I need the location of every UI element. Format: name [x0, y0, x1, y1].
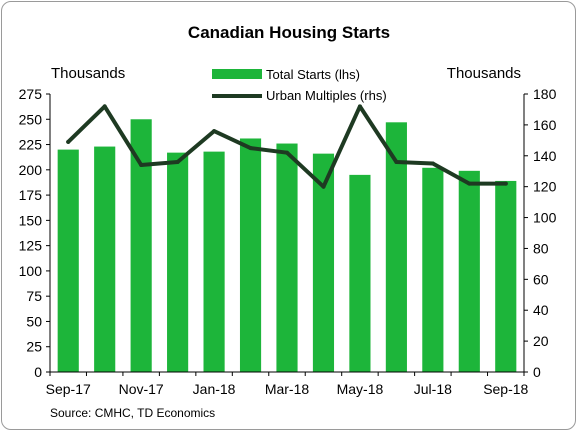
bar-Dec-17: [167, 152, 189, 372]
x-tick-label: Sep-17: [46, 381, 91, 397]
left-tick-label: 0: [34, 364, 42, 380]
left-tick-label: 100: [19, 263, 43, 279]
point-Aug-18: [467, 181, 472, 186]
chart-title: Canadian Housing Starts: [188, 23, 390, 42]
source-note: Source: CMHC, TD Economics: [50, 406, 215, 420]
point-Nov-17: [139, 163, 144, 168]
right-tick-label: 40: [533, 302, 549, 318]
bar-series-total-starts: [57, 119, 517, 373]
line-series-urban-multiples: [66, 104, 508, 189]
point-Dec-17: [175, 159, 180, 164]
bar-Apr-18: [312, 153, 335, 372]
bar-Mar-18: [276, 143, 298, 372]
point-Jul-18: [430, 161, 435, 166]
x-axis-ticks: Sep-17 Nov-17 Jan-18 Mar-18 May-18 Jul-18 Sep-…: [46, 372, 529, 397]
x-tick-label: Mar-18: [265, 381, 310, 397]
left-axis-unit: Thousands: [51, 65, 125, 82]
right-tick-label: 160: [533, 117, 557, 133]
right-axis-unit: Thousands: [447, 65, 521, 82]
right-tick-label: 0: [533, 364, 541, 380]
left-tick-label: 125: [19, 238, 43, 254]
bar-Nov-17: [130, 119, 152, 372]
bar-Sep-17: [57, 149, 79, 372]
point-Sep-17: [66, 139, 71, 144]
x-tick-label: Jan-18: [193, 381, 236, 397]
point-Apr-18: [321, 184, 326, 189]
x-tick-label: May-18: [337, 381, 384, 397]
legend-label-urban-multiples: Urban Multiples (rhs): [266, 88, 387, 103]
legend: Total Starts (lhs) Urban Multiples (rhs): [212, 67, 387, 103]
point-Jan-18: [212, 129, 217, 134]
bar-Feb-18: [239, 138, 262, 372]
x-tick-label: Sep-18: [483, 381, 528, 397]
right-tick-label: 60: [533, 271, 549, 287]
left-tick-label: 75: [26, 288, 42, 304]
point-Jun-18: [394, 159, 399, 164]
point-Oct-17: [102, 104, 107, 109]
right-tick-label: 80: [533, 240, 549, 256]
left-tick-label: 25: [26, 339, 42, 355]
left-tick-label: 250: [19, 111, 43, 127]
left-tick-label: 150: [19, 212, 43, 228]
bar-Jun-18: [385, 122, 407, 373]
x-tick-label: Nov-17: [119, 381, 164, 397]
left-axis-ticks: 0 25 50 75 100 125 150 175 200 225 250 275: [19, 86, 50, 380]
point-Feb-18: [248, 146, 253, 151]
legend-label-total-starts: Total Starts (lhs): [266, 67, 360, 82]
left-tick-label: 175: [19, 187, 43, 203]
left-tick-label: 275: [19, 86, 43, 102]
right-axis-ticks: 0 20 40 60 80 100 120 140 160 180: [524, 86, 557, 380]
bar-Jul-18: [422, 167, 444, 372]
left-tick-label: 200: [19, 162, 43, 178]
bar-Jan-18: [203, 151, 225, 372]
point-Mar-18: [285, 150, 289, 155]
point-Sep-18: [503, 181, 508, 186]
right-tick-label: 120: [533, 179, 557, 195]
right-tick-label: 20: [533, 333, 549, 349]
point-May-18: [357, 104, 362, 109]
right-tick-label: 140: [533, 148, 557, 164]
bar-Sep-18: [495, 180, 517, 372]
x-tick-label: Jul-18: [414, 381, 452, 397]
left-tick-label: 50: [26, 313, 42, 329]
bar-May-18: [349, 174, 371, 372]
legend-swatch-total-starts: [212, 69, 262, 79]
bar-Oct-17: [94, 146, 116, 372]
bar-Aug-18: [458, 170, 480, 372]
left-tick-label: 225: [19, 137, 43, 153]
right-tick-label: 100: [533, 210, 557, 226]
right-tick-label: 180: [533, 86, 557, 102]
